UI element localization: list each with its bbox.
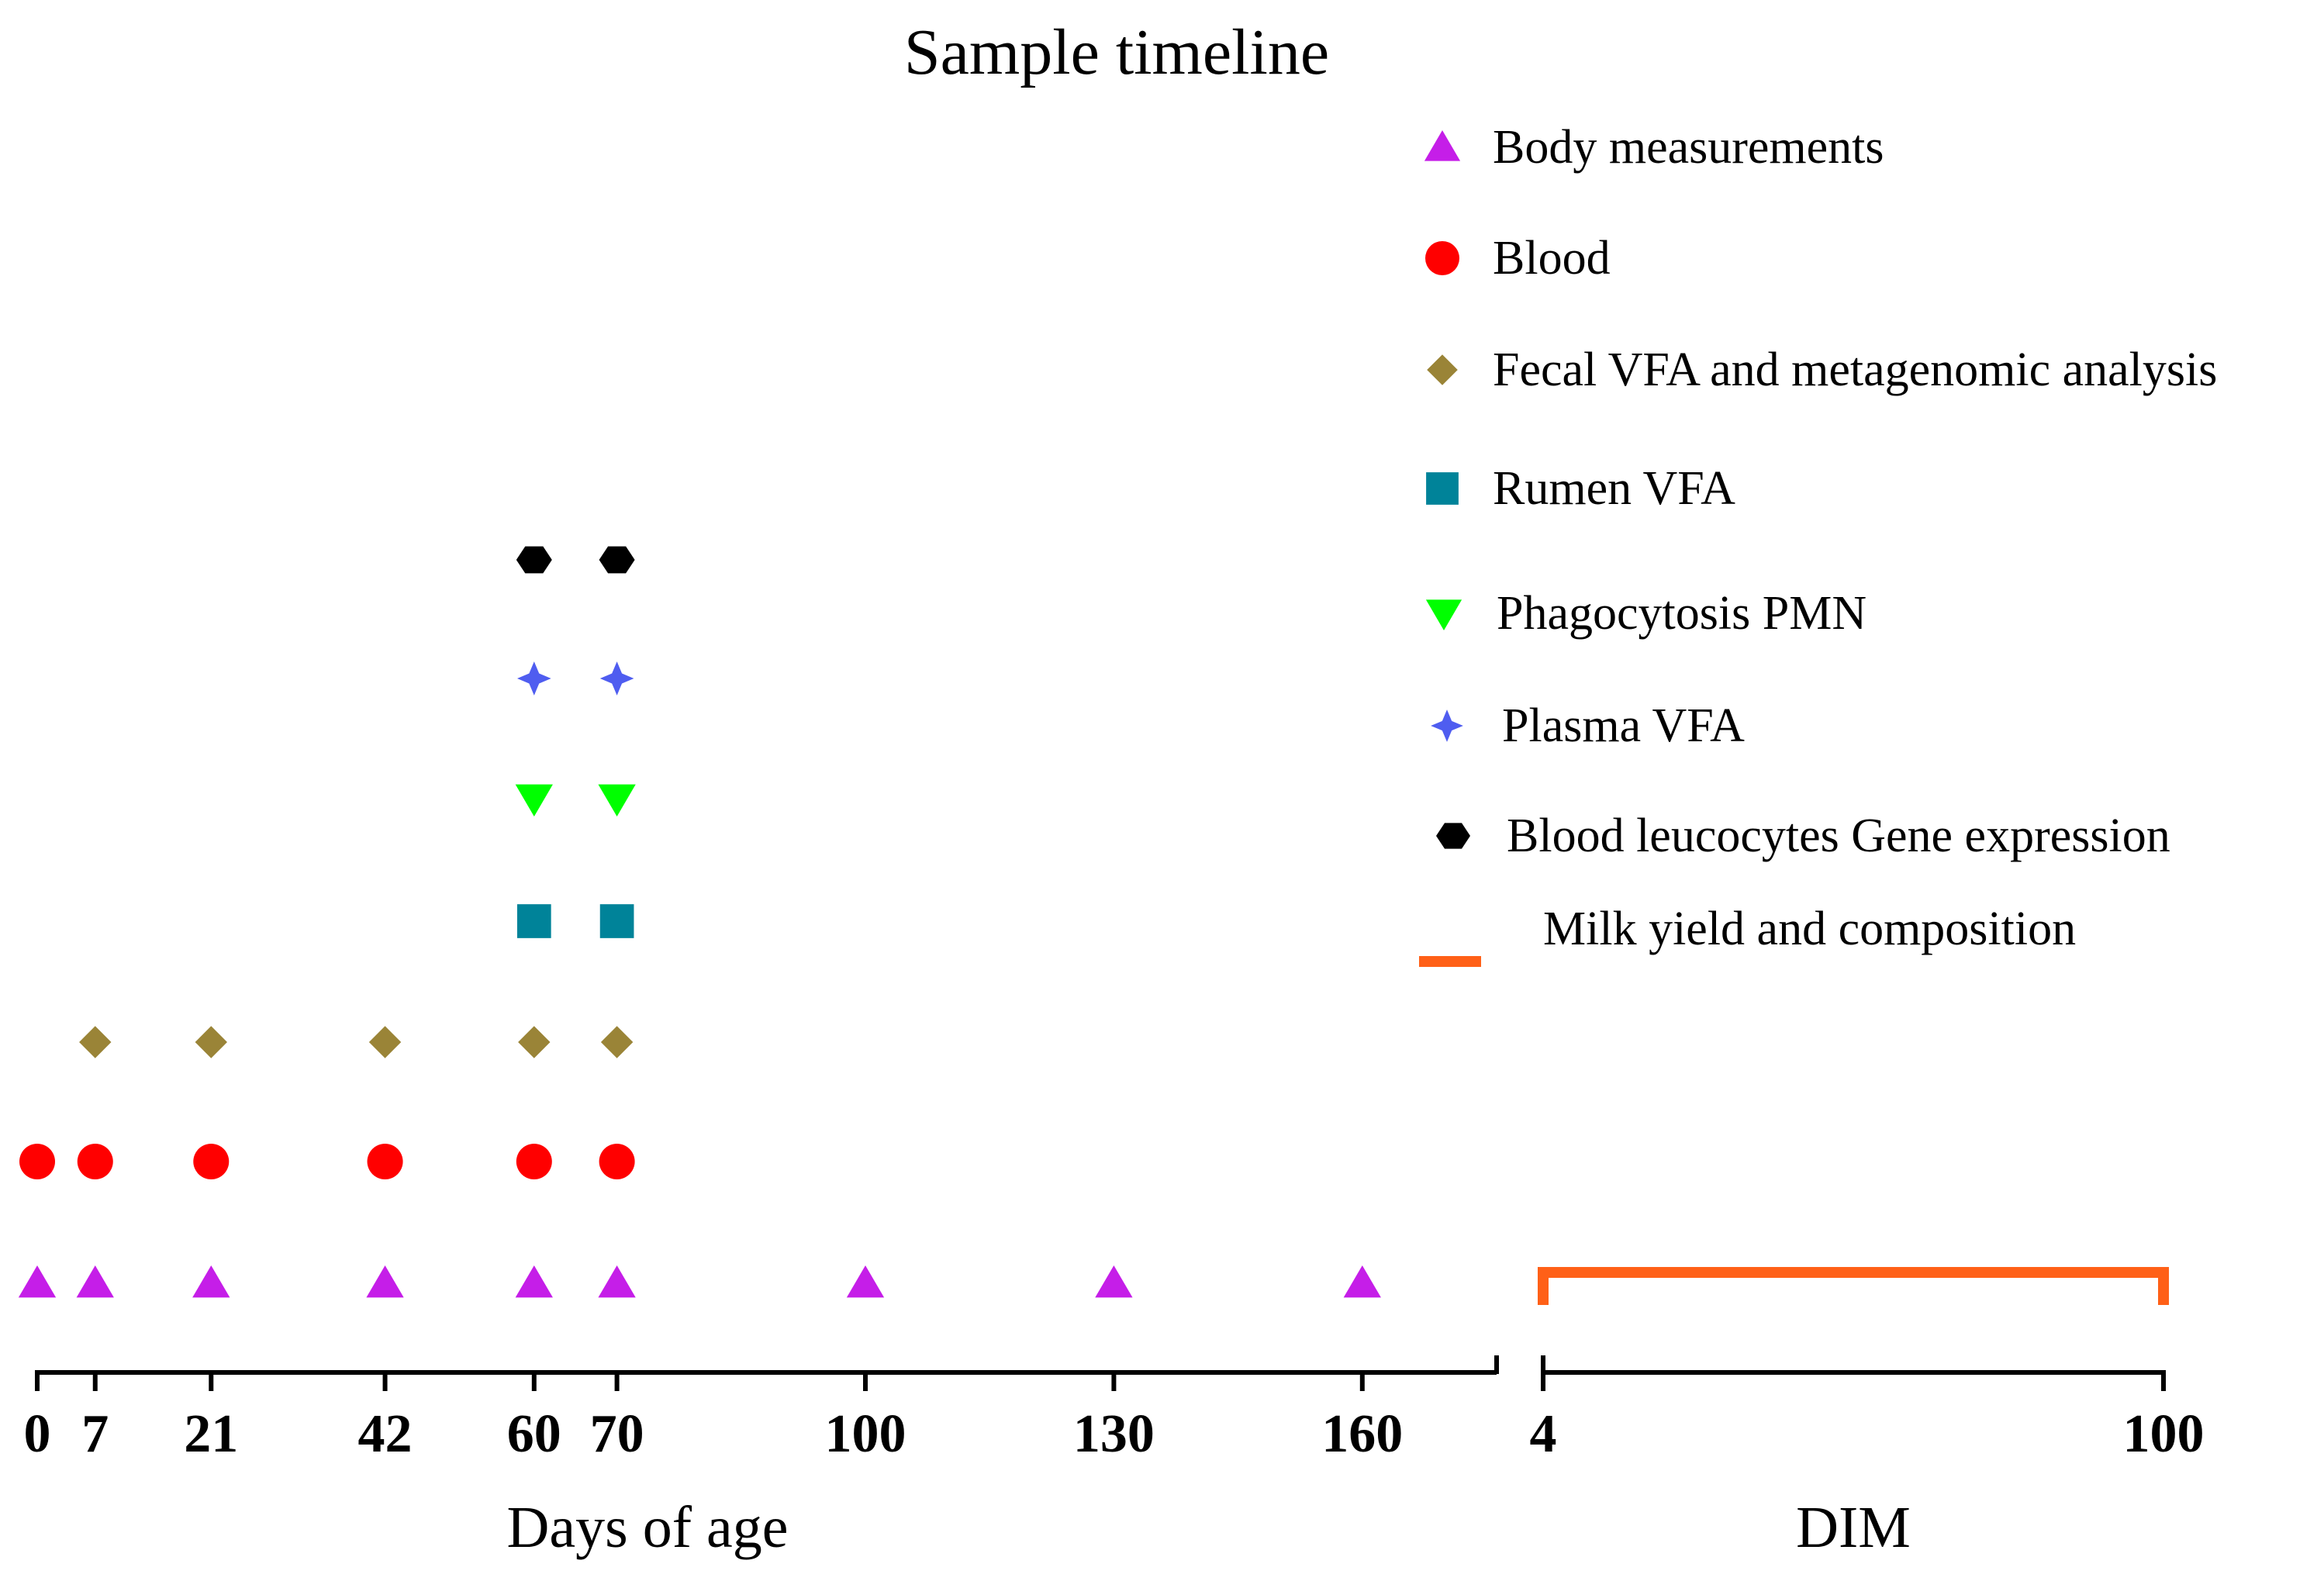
point-body-measurements [1343, 1265, 1381, 1298]
days-tick-label: 21 [184, 1404, 238, 1464]
legend-marker-fecal-vfa-and-metagenomic-analysis [1427, 354, 1458, 385]
legend-label-blood: Blood [1493, 232, 1611, 285]
days-tick-label: 160 [1321, 1404, 1403, 1464]
point-fecal-vfa-and-metagenomic-analysis [195, 1026, 227, 1058]
point-plasma-vfa [599, 661, 634, 696]
point-plasma-vfa [516, 661, 551, 696]
point-phagocytosis-pmn [515, 784, 553, 816]
days-tick-label: 42 [358, 1404, 413, 1464]
point-phagocytosis-pmn [598, 784, 636, 816]
point-milk-yield-and-composition [1538, 1267, 2169, 1305]
chart-title: Sample timeline [904, 16, 1329, 88]
point-fecal-vfa-and-metagenomic-analysis [368, 1026, 402, 1058]
point-blood-leucocytes-gene-expression [599, 546, 635, 574]
point-fecal-vfa-and-metagenomic-analysis [79, 1026, 112, 1058]
days-tick-label: 100 [825, 1404, 906, 1464]
point-blood [77, 1144, 113, 1179]
legend-label-milk-yield-and-composition: Milk yield and composition [1543, 903, 2076, 955]
dim-tick-label: 100 [2123, 1404, 2205, 1464]
x-axis-label-days: Days of age [507, 1495, 789, 1560]
point-blood [19, 1144, 55, 1179]
axes: 0 7 21 42 60 70 100 130 160 Days of age 4 100 DIM [24, 1355, 2205, 1560]
point-rumen-vfa [599, 904, 634, 938]
point-body-measurements [18, 1265, 57, 1298]
point-body-measurements [846, 1265, 885, 1298]
point-blood [193, 1144, 230, 1179]
legend-label-phagocytosis-pmn: Phagocytosis PMN [1497, 587, 1866, 640]
point-blood [367, 1144, 403, 1179]
point-fecal-vfa-and-metagenomic-analysis [518, 1026, 551, 1058]
legend-marker-plasma-vfa [1431, 709, 1463, 742]
point-body-measurements [1095, 1265, 1133, 1298]
legend-marker-phagocytosis-pmn [1425, 599, 1462, 630]
point-fecal-vfa-and-metagenomic-analysis [600, 1026, 634, 1058]
point-blood-leucocytes-gene-expression [516, 546, 552, 574]
data-marks [18, 546, 2169, 1305]
days-tick-label: 60 [507, 1404, 561, 1464]
legend-label-fecal-vfa-and-metagenomic-analysis: Fecal VFA and metagenomic analysis [1493, 343, 2217, 396]
days-tick-label: 7 [81, 1404, 109, 1464]
point-rumen-vfa [516, 904, 551, 938]
days-tick-label: 70 [590, 1404, 644, 1464]
legend-marker-rumen-vfa [1426, 472, 1459, 505]
point-body-measurements [515, 1265, 553, 1298]
legend-marker-blood-leucocytes-gene-expression [1436, 823, 1470, 849]
point-body-measurements [598, 1265, 636, 1298]
legend-label-rumen-vfa: Rumen VFA [1493, 462, 1735, 515]
x-axis-label-dim: DIM [1796, 1495, 1911, 1560]
days-tick-label: 130 [1073, 1404, 1155, 1464]
point-blood [516, 1144, 552, 1179]
days-tick-label: 0 [24, 1404, 51, 1464]
legend-marker-body-measurements [1424, 130, 1461, 161]
legend-marker-blood [1425, 241, 1459, 275]
dim-tick-label: 4 [1530, 1404, 1557, 1464]
legend-label-body-measurements: Body measurements [1493, 121, 1884, 174]
point-body-measurements [192, 1265, 230, 1298]
legend-label-blood-leucocytes-gene-expression: Blood leucocytes Gene expression [1507, 810, 2170, 862]
legend-label-plasma-vfa: Plasma VFA [1502, 699, 1745, 752]
point-body-measurements [366, 1265, 404, 1298]
point-blood [599, 1144, 635, 1179]
legend: Body measurements Blood Fecal VFA and meta… [1419, 121, 2217, 967]
point-body-measurements [76, 1265, 114, 1298]
